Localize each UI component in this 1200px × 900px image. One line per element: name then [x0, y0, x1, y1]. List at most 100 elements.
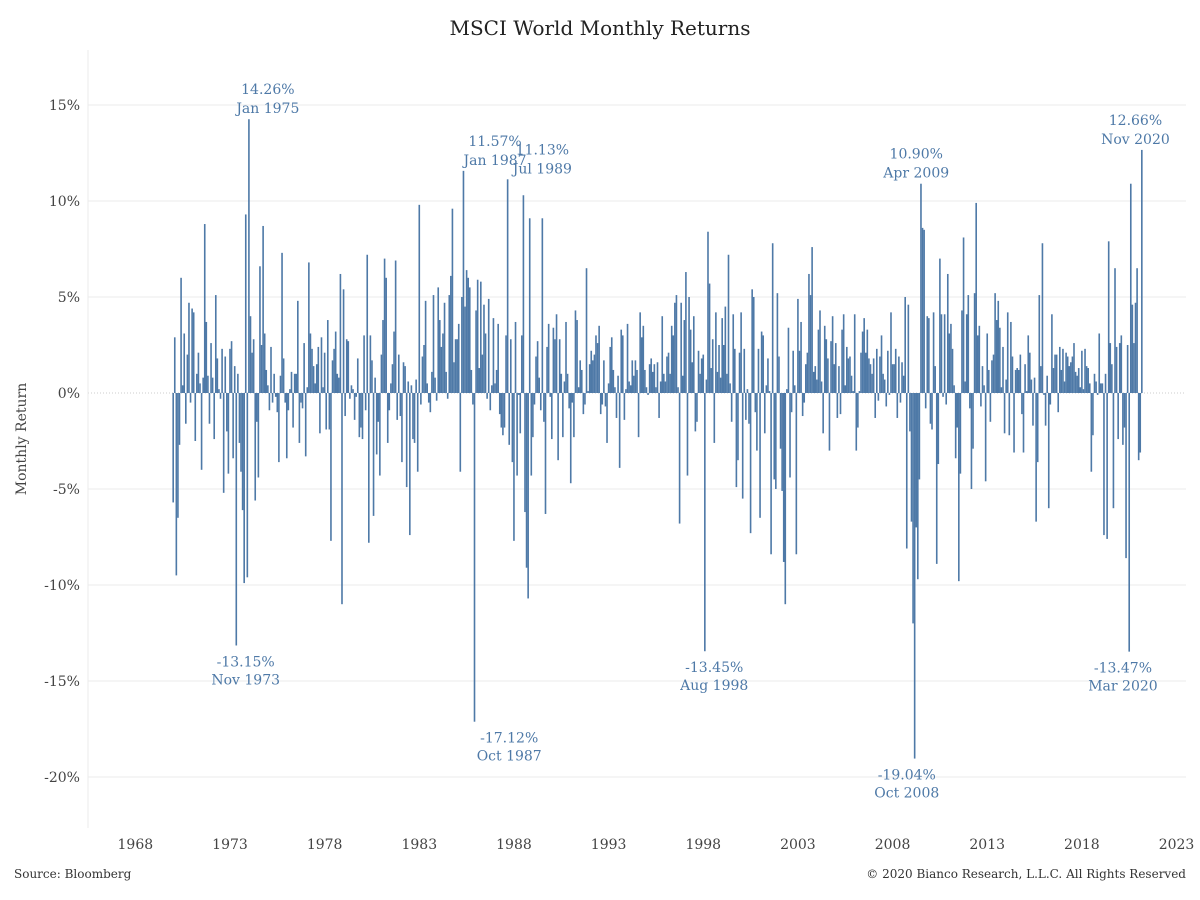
bar: [806, 352, 809, 393]
bar: [535, 356, 537, 393]
bar: [598, 325, 600, 393]
bar: [320, 337, 323, 393]
bar: [181, 385, 184, 393]
annotation-date: Jan 1987: [461, 153, 526, 169]
bar: [366, 254, 369, 393]
bar: [175, 393, 178, 576]
bar: [683, 320, 686, 393]
bar: [814, 366, 817, 393]
bar: [549, 393, 552, 397]
bar: [666, 356, 668, 393]
bar: [984, 393, 987, 482]
bar: [282, 358, 285, 393]
bar: [607, 383, 610, 393]
annotation-value: -13.47%: [1094, 661, 1152, 677]
bar: [921, 227, 924, 393]
bar: [445, 371, 447, 393]
bar: [702, 354, 705, 393]
bar: [461, 297, 463, 393]
bar: [681, 375, 684, 393]
bar: [214, 295, 217, 393]
bar: [902, 375, 905, 393]
bar: [390, 383, 392, 393]
bar: [177, 393, 179, 518]
bar: [1010, 321, 1012, 393]
bar: [759, 393, 761, 518]
bar: [615, 393, 618, 418]
bar: [1123, 393, 1126, 428]
bar: [918, 393, 921, 480]
bar: [304, 393, 307, 457]
bar: [972, 393, 974, 449]
bar: [255, 393, 258, 422]
bar: [663, 373, 665, 393]
bar: [1129, 183, 1132, 393]
bar: [868, 358, 870, 393]
bar: [562, 393, 564, 438]
bar: [975, 202, 977, 393]
bar: [350, 385, 353, 393]
bar: [274, 393, 277, 397]
bar: [804, 364, 807, 393]
bar: [636, 369, 638, 393]
bar: [983, 385, 985, 393]
bar: [1079, 387, 1082, 393]
bar: [1112, 393, 1115, 509]
bar: [262, 225, 264, 393]
bar: [833, 364, 836, 393]
bar: [734, 348, 736, 393]
bar: [353, 393, 356, 420]
bar: [1103, 393, 1105, 536]
bar: [437, 287, 440, 393]
bar: [571, 393, 574, 403]
bar: [487, 298, 490, 393]
bar: [382, 320, 384, 393]
bar: [238, 393, 241, 443]
bar: [483, 304, 485, 393]
bar: [634, 360, 637, 393]
bar: [576, 320, 578, 393]
bar: [787, 327, 790, 393]
bar: [688, 297, 690, 393]
bar: [969, 393, 971, 409]
bar: [543, 393, 545, 422]
bar: [235, 393, 238, 646]
annotation-value: 11.13%: [516, 142, 569, 158]
bar: [401, 393, 403, 463]
bar: [621, 335, 624, 393]
bar: [1107, 241, 1110, 393]
bar: [185, 393, 187, 424]
bar: [249, 316, 252, 393]
bar: [863, 318, 865, 393]
bar: [1002, 346, 1004, 393]
bar: [397, 354, 400, 393]
bar: [986, 333, 989, 393]
bar: [834, 343, 837, 393]
bar: [453, 362, 455, 393]
bar: [913, 393, 916, 759]
bar: [396, 393, 399, 420]
bar: [953, 385, 955, 393]
bar: [188, 302, 190, 393]
bar: [1090, 393, 1093, 472]
bar: [1025, 391, 1028, 393]
bar: [1021, 393, 1023, 415]
bar: [374, 377, 376, 393]
annotation-date: Mar 2020: [1088, 679, 1157, 695]
bar: [732, 314, 735, 393]
bar: [748, 393, 750, 424]
bar: [899, 393, 902, 403]
bar: [1068, 366, 1071, 393]
bar: [842, 314, 845, 393]
bar: [645, 387, 648, 393]
bar: [942, 393, 944, 397]
bar: [869, 364, 872, 393]
bar: [754, 393, 757, 413]
bar: [994, 293, 996, 393]
bar: [1011, 356, 1014, 393]
bar: [962, 237, 965, 393]
bar: [539, 393, 542, 411]
bar: [1014, 369, 1017, 393]
bar: [752, 297, 755, 393]
bar: [905, 393, 908, 549]
